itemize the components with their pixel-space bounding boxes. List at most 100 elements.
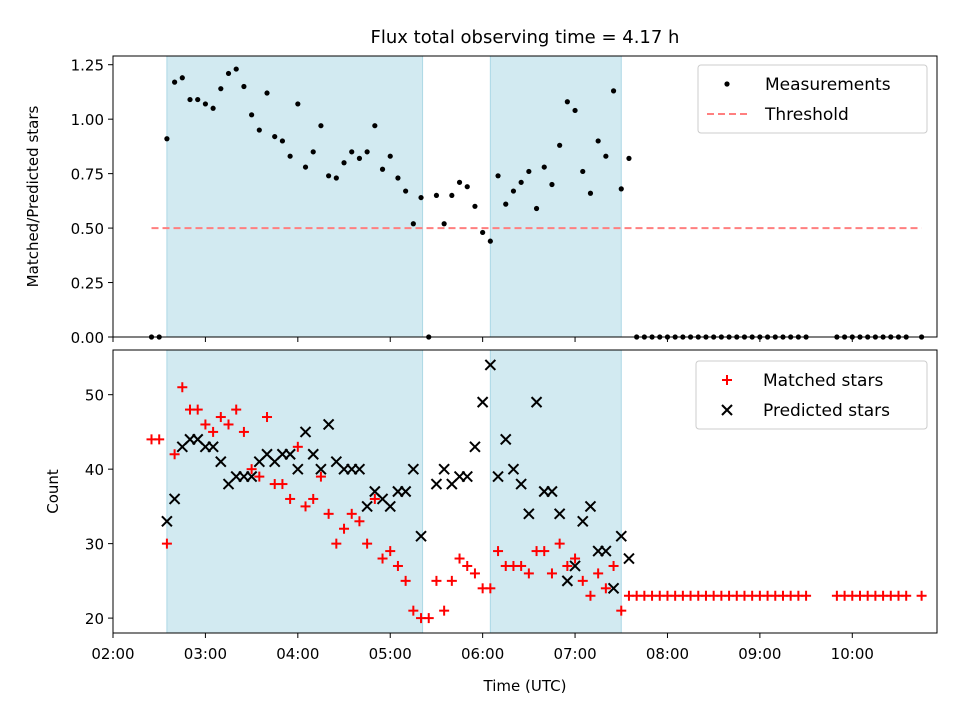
measurement-point: [541, 164, 547, 170]
measurement-point: [433, 192, 440, 199]
measurement-point: [218, 86, 224, 92]
predicted-star-point: [161, 515, 173, 527]
matched-star-point: [331, 538, 342, 549]
measurement-point: [526, 168, 532, 175]
measurement-point: [495, 173, 501, 179]
bottom-y-axis-label: Count: [44, 469, 62, 514]
predicted-star-point: [215, 456, 227, 468]
measurement-point: [279, 138, 286, 144]
measurement-point: [518, 179, 524, 185]
measurement-point: [587, 190, 594, 196]
matched-star-point: [400, 575, 411, 586]
x-tick-label: 05:00: [369, 645, 412, 663]
predicted-star-point: [307, 448, 319, 460]
measurement-point: [464, 184, 470, 190]
matched-star-point: [423, 613, 434, 624]
measurement-point: [395, 175, 401, 181]
predicted-star-point: [461, 470, 473, 483]
predicted-star-point: [438, 463, 450, 475]
x-tick-label: 03:00: [184, 645, 227, 663]
measurement-point: [403, 188, 409, 194]
top-y-tick-label: 0.50: [71, 220, 104, 238]
predicted-star-point: [469, 441, 481, 453]
predicted-star-point: [361, 500, 373, 513]
matched-star-point: [493, 546, 504, 557]
top-shaded-interval: [166, 55, 424, 338]
matched-star-point: [246, 464, 257, 475]
measurement-point: [241, 83, 247, 90]
bottom-y-tick-label: 40: [85, 461, 104, 479]
measurement-point: [256, 127, 262, 133]
measurement-point: [179, 75, 185, 81]
matched-star-point: [346, 508, 357, 519]
measurement-point: [233, 66, 239, 72]
measurement-point: [372, 123, 378, 129]
measurement-point: [310, 149, 316, 155]
x-tick-label: 09:00: [738, 645, 781, 663]
measurement-point: [172, 79, 178, 85]
matched-star-point: [354, 516, 365, 527]
predicted-star-point: [515, 478, 527, 490]
predicted-star-point: [561, 575, 574, 587]
matched-star-point: [516, 560, 527, 571]
predicted-star-point: [322, 418, 335, 431]
matched-star-point: [801, 590, 812, 601]
measurement-point: [626, 155, 632, 161]
predicted-star-point: [207, 441, 219, 453]
top-panel: 0.00 0.25 0.50 0.75 1.00 1.25 Flux total obse…: [24, 27, 938, 347]
matched-star-point: [523, 568, 534, 579]
matched-star-point: [285, 493, 296, 504]
top-shaded-intervals: [166, 55, 622, 338]
top-y-tick-label: 0.25: [71, 275, 104, 293]
predicted-star-point: [577, 515, 589, 527]
measurement-point: [225, 70, 232, 77]
bottom-y-tick-label: 30: [85, 536, 104, 554]
measurement-point: [618, 186, 624, 192]
predicted-star-point: [500, 433, 512, 446]
matched-star-point: [385, 546, 396, 557]
bottom-x-ticks: 02:00 03:00 04:00 05:00 06:00 07:00 08:00 09:00…: [91, 633, 874, 663]
measurement-point: [364, 149, 370, 155]
measurement-point: [418, 194, 424, 201]
measurement-point: [202, 101, 209, 107]
measurement-point: [164, 136, 170, 142]
matched-star-point: [562, 560, 573, 571]
measurement-point: [295, 101, 301, 107]
matched-star-point: [431, 575, 442, 586]
predicted-star-point: [492, 470, 504, 483]
measurement-point: [341, 160, 347, 166]
legend-measurements-label: Measurements: [765, 75, 891, 95]
matched-star-point: [339, 523, 350, 534]
measurement-point: [603, 153, 609, 159]
predicted-star-point: [384, 500, 396, 513]
measurement-point: [302, 164, 309, 170]
measurement-point: [472, 203, 478, 209]
matched-star-point: [369, 493, 380, 504]
matched-star-point: [231, 404, 242, 415]
measurement-point: [449, 192, 455, 199]
predicted-star-point: [615, 530, 627, 542]
predicted-star-point: [623, 552, 635, 565]
predicted-star-point: [315, 463, 327, 475]
matched-star-point: [169, 449, 180, 460]
bottom-shaded-intervals: [166, 349, 622, 634]
measurement-point: [387, 153, 393, 159]
top-shaded-interval: [489, 55, 622, 338]
measurement-point: [549, 181, 555, 188]
measurement-point: [264, 90, 270, 96]
top-legend: Measurements Threshold: [697, 64, 928, 134]
matched-star-point: [300, 501, 311, 512]
measurement-point: [533, 205, 540, 212]
matched-star-point: [554, 538, 565, 549]
predicted-star-point: [553, 508, 566, 520]
measurement-point: [580, 168, 586, 175]
measurement-point: [557, 142, 563, 148]
predicted-star-point: [607, 582, 620, 595]
predicted-star-point: [530, 396, 543, 408]
top-y-tick-label: 0.00: [71, 329, 104, 347]
predicted-star-point: [415, 530, 427, 542]
measurement-point: [441, 221, 447, 227]
measurement-point: [195, 96, 201, 103]
